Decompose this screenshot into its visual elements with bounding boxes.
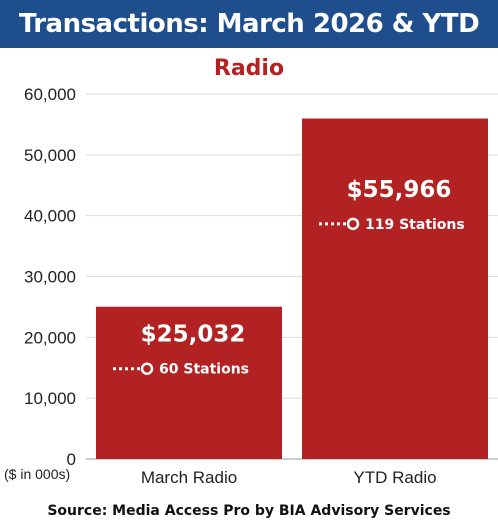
y-tick-label: 0 xyxy=(67,450,76,469)
chart-title: Transactions: March 2026 & YTD xyxy=(18,9,480,39)
chart-header: Transactions: March 2026 & YTD xyxy=(0,0,498,48)
y-tick-label: 10,000 xyxy=(24,389,76,408)
y-tick-label: 50,000 xyxy=(24,146,76,165)
y-tick-label: 20,000 xyxy=(24,328,76,347)
y-tick-label: 60,000 xyxy=(24,85,76,104)
station-count-label: 119 Stations xyxy=(365,217,465,233)
leader-marker xyxy=(140,362,154,375)
y-tick-label: 40,000 xyxy=(24,207,76,226)
y-tick-label: 30,000 xyxy=(24,268,76,287)
x-tick-label: YTD Radio xyxy=(353,468,436,487)
station-count-label: 60 Stations xyxy=(159,362,249,378)
leader-marker xyxy=(346,217,360,231)
source-note: Source: Media Access Pro by BIA Advisory… xyxy=(47,503,451,519)
bar xyxy=(96,306,282,459)
data-label: $55,966 xyxy=(347,177,452,203)
chart-subtitle: Radio xyxy=(213,56,285,81)
x-tick-label: March Radio xyxy=(141,468,237,487)
bar xyxy=(302,118,488,460)
unit-note: ($ in 000s) xyxy=(4,466,71,482)
data-label: $25,032 xyxy=(141,322,246,348)
